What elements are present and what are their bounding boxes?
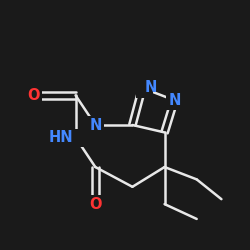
FancyBboxPatch shape [87,196,104,214]
Text: N: N [168,93,181,108]
Text: O: O [27,88,40,103]
Text: N: N [89,118,102,132]
FancyBboxPatch shape [166,92,183,110]
FancyBboxPatch shape [25,87,42,105]
Text: HN: HN [48,130,73,145]
FancyBboxPatch shape [87,116,104,135]
FancyBboxPatch shape [61,129,86,147]
Text: N: N [145,80,157,96]
FancyBboxPatch shape [136,79,154,98]
Text: O: O [89,196,102,212]
